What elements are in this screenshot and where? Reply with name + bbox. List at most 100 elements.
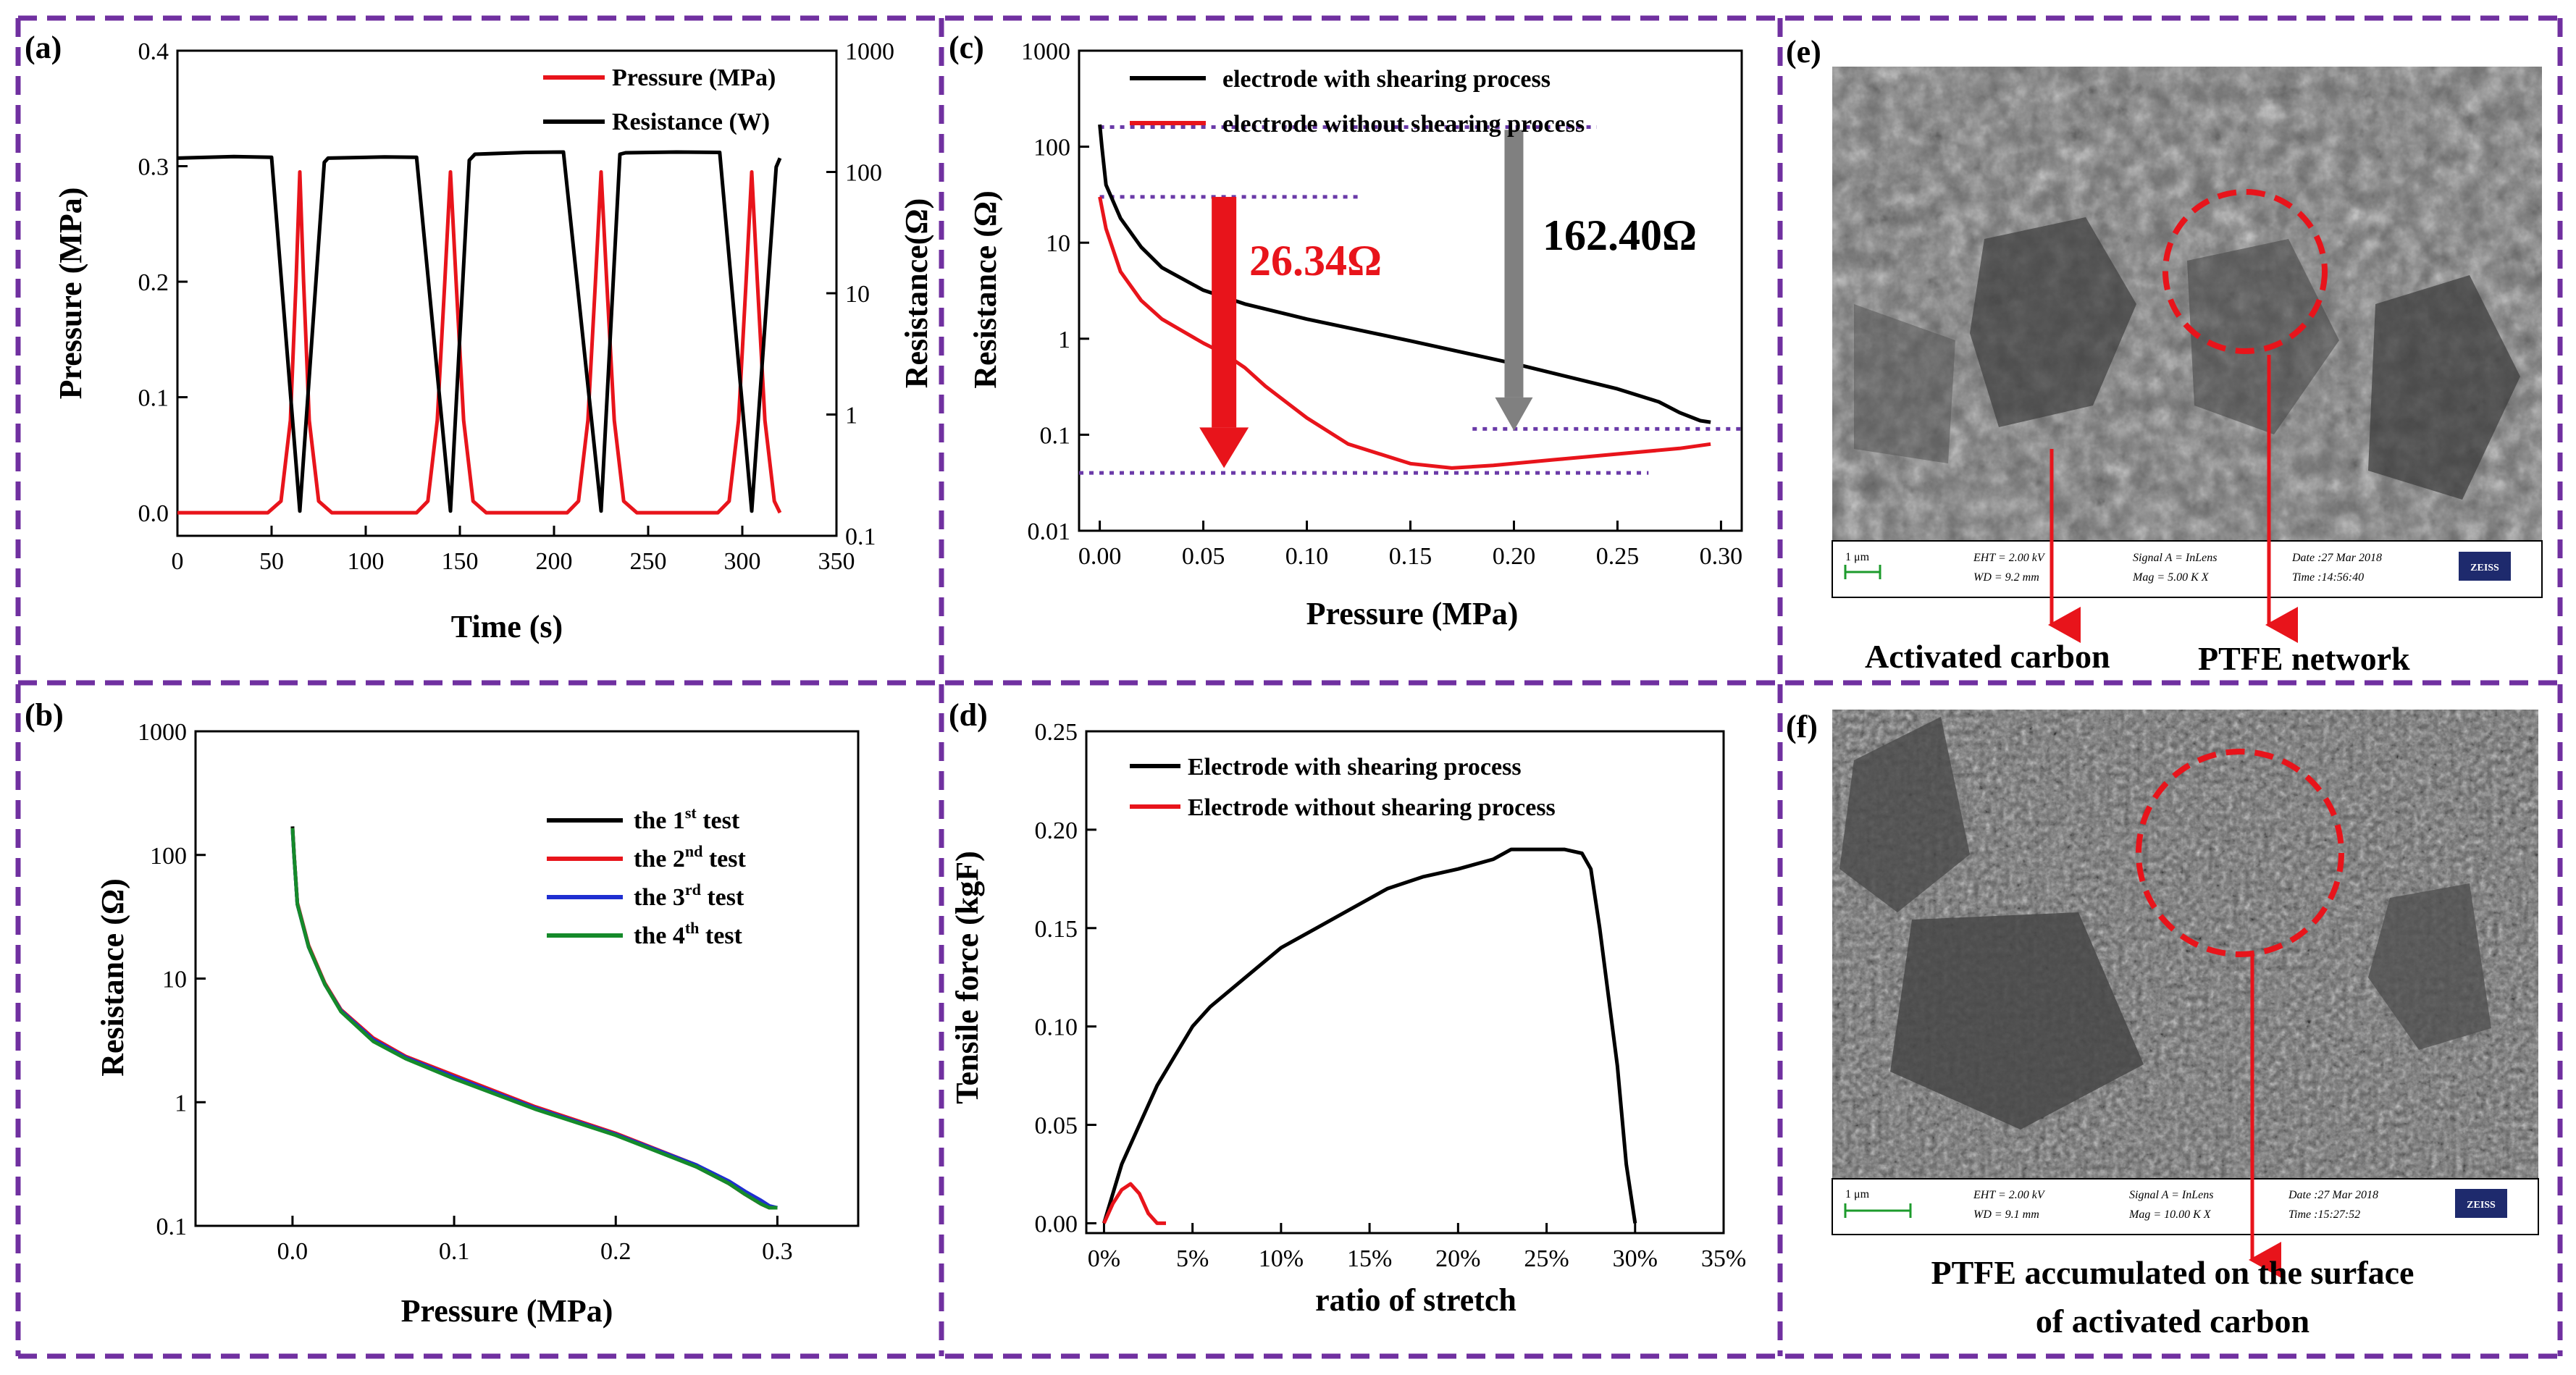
panel-b-xtick-label: 0.0 <box>277 1238 309 1265</box>
panel-f-sem-image <box>1832 710 2539 1235</box>
panel-f-mag: Mag = 10.00 K X <box>2128 1208 2212 1221</box>
panel-c-ytick-label: 0.01 <box>1028 518 1071 545</box>
panel-d-xtick-label: 10% <box>1259 1245 1304 1272</box>
panel-e-mag: Mag = 5.00 K X <box>2132 571 2210 584</box>
panel-c-legend: electrode with shearing process electrod… <box>1130 66 1585 138</box>
panel-d-ytick-label: 0.10 <box>1035 1014 1078 1041</box>
panel-a-series-1 <box>177 170 782 515</box>
panel-c-series-1 <box>1098 124 1711 424</box>
legend-test1: the 1st test <box>634 804 740 834</box>
panel-c-xtick-label: 0.00 <box>1078 543 1122 570</box>
panel-f-sem: (f) 1 μm EHT = 2.00 kV WD = 9.1 mm Signa… <box>1786 709 2539 1340</box>
panel-d-ytick-label: 0.15 <box>1035 916 1078 943</box>
panel-a-ytick-label: 0.4 <box>138 38 169 65</box>
panel-c-xtick-label: 0.25 <box>1596 543 1640 570</box>
panel-e-label: (e) <box>1786 34 1821 70</box>
panel-d-xlabel: ratio of stretch <box>1315 1282 1516 1318</box>
panel-a-chart: (a) 0 50 100 150 200 250 300 350 0.0 0.1 0.2 0.3 0.4… <box>25 30 934 644</box>
panel-c-ytick-label: 10 <box>1046 230 1070 257</box>
panel-f-circle-highlight <box>2136 749 2344 957</box>
panel-c-series-2 <box>1098 196 1711 470</box>
panel-c-xtick-label: 0.20 <box>1493 543 1536 570</box>
panel-a-legend: Pressure (MPa) Resistance (W) <box>543 64 776 135</box>
legend-d-with: Electrode with shearing process <box>1188 754 1522 781</box>
panel-f-scale: 1 μm <box>1845 1188 1870 1201</box>
panel-e-eht: EHT = 2.00 kV <box>1973 552 2046 564</box>
callout-ptfe-accumulated-2: of activated carbon <box>2036 1303 2309 1340</box>
panel-a-series-2 <box>177 150 782 513</box>
panel-d-xtick-label: 15% <box>1347 1245 1392 1272</box>
panel-a-y2-ytick-label: 0.1 <box>845 523 876 550</box>
panel-d-plot-area <box>1085 730 1725 1235</box>
annotation-162-40: 162.40Ω <box>1543 211 1697 259</box>
legend-with-shearing: electrode with shearing process <box>1222 66 1551 93</box>
panel-e-sem-image <box>1832 67 2543 598</box>
panel-a-ylabel: Pressure (MPa) <box>53 188 88 400</box>
panel-c-ytick-label: 1000 <box>1021 38 1070 65</box>
legend-d-without: Electrode without shearing process <box>1188 794 1556 821</box>
zeiss-logo-f-text: ZEISS <box>2467 1200 2496 1211</box>
panel-a-ytick-label: 0.1 <box>138 385 169 412</box>
panel-a-xtick-label: 200 <box>536 548 573 575</box>
panel-f-label: (f) <box>1786 709 1818 744</box>
panel-d-series-2 <box>1102 1182 1166 1225</box>
panel-c-xtick-label: 0.15 <box>1389 543 1432 570</box>
panel-f-time: Time :15:27:52 <box>2288 1208 2360 1221</box>
panel-d-ytick-label: 0.20 <box>1035 817 1078 844</box>
panel-d-xtick-label: 25% <box>1524 1245 1569 1272</box>
panel-c-ytick-label: 100 <box>1033 135 1070 161</box>
panel-a-ytick-label: 0.0 <box>138 500 169 527</box>
panel-b-series-4 <box>290 828 778 1210</box>
panel-c-xlabel: Pressure (MPa) <box>1306 596 1519 631</box>
callout-ptfe-accumulated-1: PTFE accumulated on the surface <box>1931 1254 2415 1291</box>
panel-b-ytick-label: 1 <box>175 1090 187 1117</box>
zeiss-logo-f <box>2455 1189 2507 1218</box>
panel-f-signal: Signal A = InLens <box>2129 1189 2213 1201</box>
legend-pressure: Pressure (MPa) <box>612 64 776 91</box>
legend-resistance: Resistance (W) <box>612 109 770 135</box>
panel-c-ytick-label: 0.1 <box>1040 422 1071 449</box>
panel-c-ytick-label: 1 <box>1058 327 1070 353</box>
panel-a-ytick-label: 0.3 <box>138 154 169 181</box>
panel-e-time: Time :14:56:40 <box>2292 571 2364 584</box>
panel-b-ytick-label: 10 <box>162 967 187 993</box>
panel-a-ytick-label: 0.2 <box>138 269 169 296</box>
panel-b-plot-area <box>194 730 860 1227</box>
panel-e-scale: 1 μm <box>1845 551 1870 563</box>
panel-a-xtick-label: 300 <box>724 548 761 575</box>
panel-e-date: Date :27 Mar 2018 <box>2291 552 2382 564</box>
panel-a-y2-ytick-label: 1000 <box>845 38 894 65</box>
panel-d-series-1 <box>1102 847 1637 1224</box>
legend-test3: the 3rd test <box>634 880 744 911</box>
panel-b-xtick-label: 0.2 <box>600 1238 632 1265</box>
panel-d-xtick-label: 35% <box>1701 1245 1746 1272</box>
panel-a-y2-ytick-label: 1 <box>845 403 857 429</box>
panel-c-arrow-head-2 <box>1495 397 1533 431</box>
panel-b-ylabel: Resistance (Ω) <box>95 878 130 1077</box>
panel-f-date: Date :27 Mar 2018 <box>2288 1189 2378 1201</box>
panel-c-xtick-label: 0.10 <box>1285 543 1329 570</box>
panel-a-y2-ytick-label: 10 <box>845 281 870 308</box>
panel-a-label: (a) <box>25 30 62 65</box>
panel-c-ylabel: Resistance (Ω) <box>968 190 1003 389</box>
panel-b-label: (b) <box>25 697 64 733</box>
panel-d-xtick-label: 5% <box>1176 1245 1209 1272</box>
panel-e-circle-highlight <box>2162 189 2328 354</box>
callout-activated-carbon: Activated carbon <box>1865 638 2110 675</box>
panel-d-ytick-label: 0.05 <box>1035 1113 1078 1140</box>
panel-e-sem: (e) 1 μm EHT = 2.00 kV WD = 9.2 mm Signa… <box>1786 34 2543 677</box>
panel-b-ytick-label: 0.1 <box>156 1214 188 1240</box>
panel-a-xtick-label: 100 <box>348 548 385 575</box>
panel-a-y2label: Resistance(Ω) <box>899 198 934 389</box>
panel-d-xtick-label: 0% <box>1088 1245 1120 1272</box>
panel-d-xtick-label: 30% <box>1613 1245 1658 1272</box>
panel-e-signal: Signal A = InLens <box>2133 552 2217 564</box>
panel-c-arrow-shaft-1 <box>1212 196 1237 428</box>
panel-d-ytick-label: 0.00 <box>1035 1211 1078 1237</box>
panel-e-wd: WD = 9.2 mm <box>1973 571 2039 584</box>
panel-b-ytick-label: 1000 <box>138 719 187 746</box>
panel-c-arrow-head-1 <box>1199 427 1249 468</box>
legend-test2: the 2nd test <box>634 842 746 872</box>
panel-a-xtick-label: 50 <box>259 548 284 575</box>
